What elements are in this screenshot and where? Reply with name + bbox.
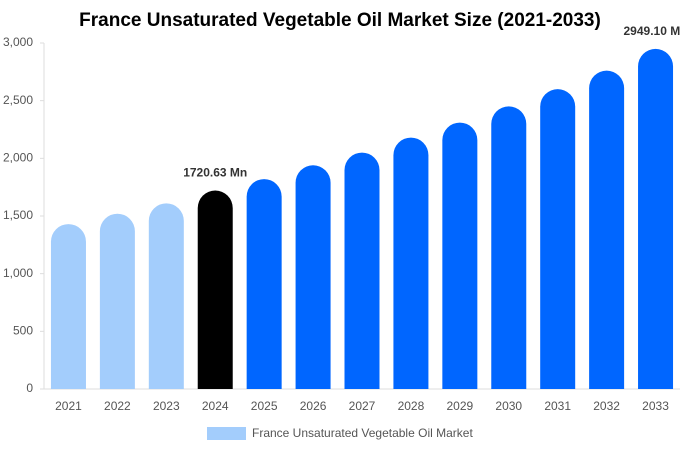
x-tick-label: 2022 xyxy=(104,399,131,413)
bar xyxy=(197,190,233,389)
y-tick-label: 1,500 xyxy=(3,208,33,222)
x-tick-label: 2031 xyxy=(544,399,571,413)
value-label: 2949.10 Mn xyxy=(624,24,680,38)
bar xyxy=(638,48,674,389)
x-tick-label: 2032 xyxy=(593,399,620,413)
x-tick-label: 2021 xyxy=(55,399,82,413)
y-tick-label: 500 xyxy=(13,324,33,338)
x-tick-label: 2023 xyxy=(153,399,180,413)
x-tick-label: 2029 xyxy=(446,399,473,413)
bar xyxy=(442,122,478,389)
bar xyxy=(491,106,527,389)
x-tick-label: 2024 xyxy=(202,399,229,413)
chart-title: France Unsaturated Vegetable Oil Market … xyxy=(79,10,601,31)
bar xyxy=(540,89,576,389)
bar xyxy=(148,203,184,389)
y-tick-label: 2,500 xyxy=(3,93,33,107)
x-tick-label: 2025 xyxy=(251,399,278,413)
bar xyxy=(50,224,86,389)
x-tick-label: 2030 xyxy=(495,399,522,413)
x-tick-label: 2028 xyxy=(398,399,425,413)
bar xyxy=(344,152,380,389)
value-label: 1720.63 Mn xyxy=(183,166,247,180)
bar xyxy=(393,137,429,389)
y-tick-label: 1,000 xyxy=(3,266,33,280)
y-tick-label: 2,000 xyxy=(3,151,33,165)
legend-swatch xyxy=(207,427,246,440)
y-tick-label: 0 xyxy=(26,381,33,395)
bar xyxy=(295,165,331,389)
x-tick-label: 2027 xyxy=(349,399,376,413)
bar xyxy=(99,213,135,389)
bar xyxy=(246,179,282,389)
x-tick-label: 2033 xyxy=(642,399,669,413)
legend-label: France Unsaturated Vegetable Oil Market xyxy=(252,426,473,440)
y-tick-label: 3,000 xyxy=(3,35,33,49)
bar xyxy=(589,70,625,390)
x-tick-label: 2026 xyxy=(300,399,327,413)
